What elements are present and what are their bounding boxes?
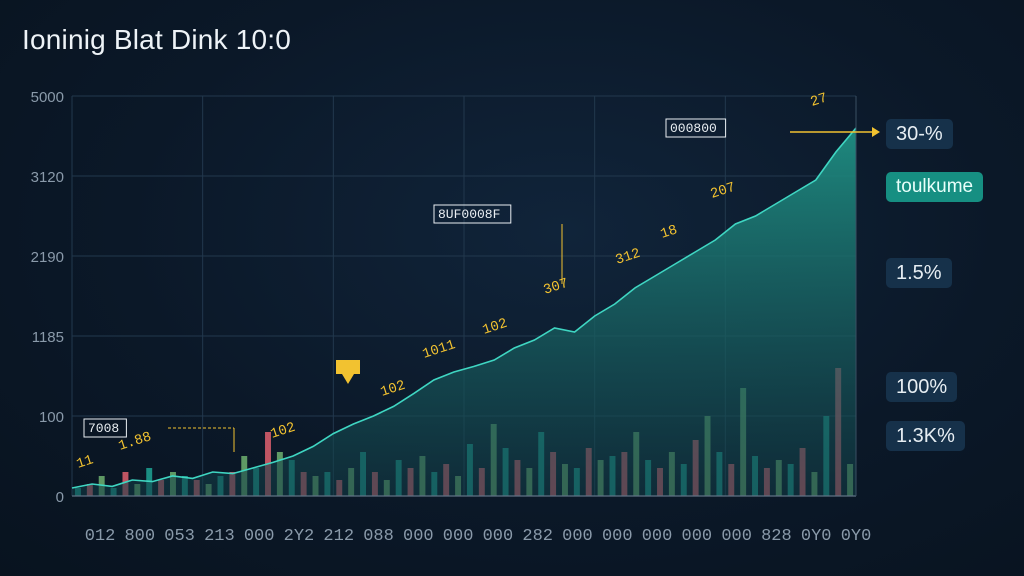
x-tick-label: 000: [602, 527, 633, 546]
y-tick-label: 5000: [31, 89, 64, 106]
y-tick-label: 2190: [31, 249, 64, 266]
annotation-box: [665, 118, 727, 138]
x-tick-label: 0Y0: [841, 527, 872, 546]
y-tick-label: 1185: [32, 329, 64, 346]
x-tick-label: 000: [403, 527, 434, 546]
x-tick-label: 828: [761, 527, 792, 546]
annotation-label: 312: [614, 246, 643, 269]
annotation-label: 27: [809, 90, 830, 110]
annotation-label: 11: [75, 452, 96, 472]
legend-badge: 30-%: [886, 119, 953, 149]
annotation-label: 18: [659, 222, 680, 242]
annotation-label: 102: [269, 420, 298, 443]
price-area: [71, 127, 857, 496]
x-tick-label: 000: [682, 527, 713, 546]
x-tick-label: 213: [204, 527, 235, 546]
legend-badge: 1.5%: [886, 258, 952, 288]
annotation-label: 000800: [670, 121, 717, 136]
annotation-box: [433, 204, 512, 224]
annotation-label: 102: [379, 378, 408, 401]
area-line: [71, 127, 857, 489]
legend-badge: 1.3K%: [886, 421, 965, 451]
x-tick-label: 0Y0: [801, 527, 832, 546]
annotation-marker: [336, 360, 360, 374]
x-tick-label: 000: [244, 527, 275, 546]
x-tick-label: 212: [323, 527, 354, 546]
chart-title: Ioninig Blat Dink 10:0: [22, 24, 292, 55]
x-tick-label: 053: [164, 527, 195, 546]
annotation-box: [83, 418, 127, 438]
x-tick-label: 000: [721, 527, 752, 546]
annotation-label: 1011: [421, 337, 458, 363]
annotation-arrowhead: [872, 127, 880, 137]
legend-badge: toulkume: [886, 172, 984, 202]
x-tick-label: 282: [522, 527, 553, 546]
x-tick-label: 088: [363, 527, 394, 546]
annotation-label: 102: [481, 316, 510, 339]
annotation-marker-tip: [342, 374, 354, 384]
axes: 0 100 1185 2190 3120 5000 012 800 053 213 000 2Y2 21…: [31, 89, 872, 546]
x-tick-label: 000: [642, 527, 673, 546]
x-tick-label: 2Y2: [284, 527, 315, 546]
annotation-label: 7008: [88, 421, 119, 436]
area-fill: [72, 128, 856, 496]
annotation-label: 1.88: [117, 429, 154, 455]
annotation-label: 307: [542, 276, 571, 299]
y-tick-label: 3120: [31, 169, 64, 186]
annotation-label: 207: [709, 180, 738, 203]
annotation-label: 8UF0008F: [438, 207, 500, 222]
x-tick-label: 012: [85, 527, 116, 546]
x-tick-label: 000: [483, 527, 514, 546]
x-tick-label: 000: [562, 527, 593, 546]
y-tick-label: 0: [56, 489, 64, 506]
x-tick-label: 800: [124, 527, 155, 546]
legend-badge: 100%: [886, 372, 958, 402]
x-tick-label: 000: [443, 527, 474, 546]
y-tick-label: 100: [39, 409, 64, 426]
